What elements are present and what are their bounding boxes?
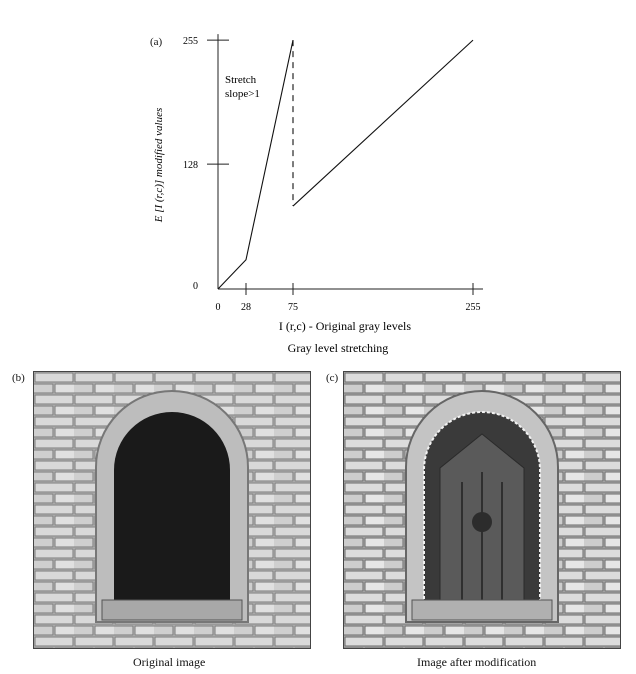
x-tick-label-28: 28 bbox=[241, 302, 251, 313]
stone-archway-original-graphic bbox=[34, 372, 310, 648]
chart-lines: Stretch slope>1 bbox=[217, 39, 474, 290]
panel-c-label: (c) bbox=[326, 372, 339, 384]
x-tick-label-255: 255 bbox=[466, 302, 481, 313]
original-image bbox=[33, 371, 311, 649]
caption-modified-image: Image after modification bbox=[417, 655, 537, 669]
caption-original-image: Original image bbox=[133, 655, 206, 669]
chart-axes bbox=[217, 34, 483, 290]
panel-a-label: (a) bbox=[150, 36, 163, 48]
modified-image bbox=[343, 371, 621, 649]
gray-level-stretching-chart: 0 28 75 255 0 128 255 Stretch slope>1 E [I (r,c… bbox=[153, 34, 483, 355]
annotation-line-1: Stretch bbox=[225, 74, 257, 86]
stone-archway-modified-graphic bbox=[344, 372, 620, 648]
chart-ticks: 0 28 75 255 0 128 255 bbox=[183, 36, 481, 313]
y-tick-label-255: 255 bbox=[183, 36, 198, 47]
y-tick-label-128: 128 bbox=[183, 160, 198, 171]
x-tick-label-75: 75 bbox=[288, 302, 298, 313]
chart-subtitle: Gray level stretching bbox=[288, 341, 389, 355]
annotation-line-2: slope>1 bbox=[225, 88, 260, 100]
series-line-1 bbox=[217, 40, 294, 290]
series-line-3 bbox=[292, 39, 474, 207]
y-tick-label-0: 0 bbox=[193, 281, 198, 292]
x-axis-label: I (r,c) - Original gray levels bbox=[279, 319, 411, 333]
y-axis-label: E [I (r,c)] modified values bbox=[153, 108, 165, 224]
panel-b-label: (b) bbox=[12, 372, 25, 384]
x-tick-label-0: 0 bbox=[216, 302, 221, 313]
